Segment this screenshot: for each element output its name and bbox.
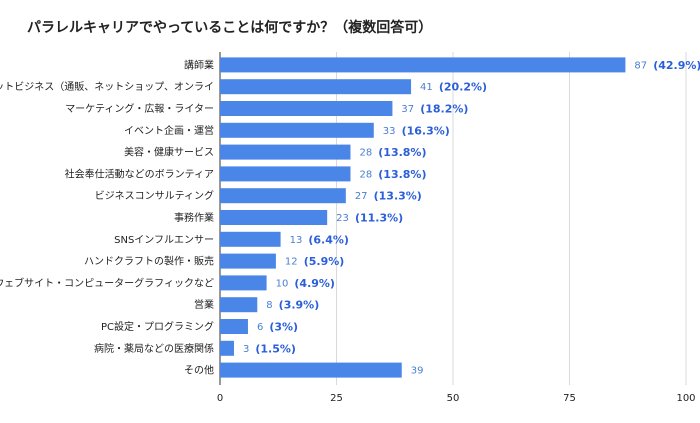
bar [220,101,393,116]
category-label: イベント企画・運営 [124,124,214,137]
percent-label: (13.3%) [374,190,422,203]
category-label: ウェブサイト・コンピューターグラフィックなど [0,276,214,289]
category-label: SNSインフルエンサー [114,234,214,246]
x-tick-label: 25 [330,393,343,404]
value-label: 37 [401,104,414,115]
value-labels: 87 (42.9%)41 (20.2%)37 (18.2%)33 (16.3%)28 (1… [243,59,700,377]
percent-label: (1.5%) [255,342,296,355]
value-label: 8 [266,300,272,311]
category-label: 美容・健康サービス [124,146,214,159]
value-label: 12 [285,257,298,268]
bar [220,188,346,204]
bar [220,362,402,378]
percent-label: (42.9%) [653,59,700,72]
bar [220,166,351,182]
x-tick-labels: 0 25 50 75 100 [217,393,696,404]
bar [220,231,281,247]
category-label: ネットビジネス（通販、ネットショップ、オンライ [0,81,214,93]
bar [220,297,258,313]
category-label: PC設定・プログラミング [101,320,214,333]
category-label: 営業 [194,298,214,311]
category-label: 病院・薬局などの医療関係 [94,342,214,355]
category-label: 社会奉仕活動などのボランティア [65,167,214,180]
value-label: 87 [634,60,647,71]
percent-label: (18.2%) [420,103,468,116]
chart-title: パラレルキャリアでやっていることは何ですか？（複数回答可） [27,20,433,36]
bar [220,57,626,73]
value-label: 6 [257,322,263,333]
value-label: 3 [243,344,249,355]
bar [220,275,267,291]
value-label: 39 [411,366,424,377]
percent-label: (20.2%) [439,81,487,94]
bar [220,144,351,160]
x-tick-label: 0 [217,393,223,404]
bar [220,253,276,269]
category-label: ビジネスコンサルティング [95,189,214,202]
percent-label: (6.4%) [308,233,349,246]
bar [220,122,374,138]
value-label: 23 [336,213,349,224]
value-label: 27 [355,191,368,202]
category-label: ハンドクラフトの製作・販売 [84,255,214,268]
value-label: 10 [276,278,289,289]
value-label: 33 [383,126,396,137]
value-label: 28 [359,169,372,180]
value-label: 41 [420,82,433,93]
category-labels: 講師業ネットビジネス（通販、ネットショップ、オンライマーケティング・広報・ライタ… [0,58,214,376]
percent-label: (4.9%) [294,277,335,290]
x-tick-label: 50 [447,393,460,404]
percent-label: (13.8%) [378,168,426,181]
percent-label: (13.8%) [378,146,426,159]
percent-label: (11.3%) [355,212,403,225]
percent-label: (3.9%) [279,299,320,312]
category-label: 事務作業 [174,211,214,224]
bar [220,210,328,225]
category-label: その他 [184,364,214,377]
value-label: 28 [359,148,372,159]
bars [220,57,626,378]
bar [220,340,234,356]
x-tick-label: 75 [563,393,576,404]
category-label: 講師業 [184,58,214,71]
category-label: マーケティング・広報・ライター [65,102,214,115]
x-tick-label: 100 [676,393,695,404]
percent-label: (5.9%) [304,255,345,268]
bar [220,319,248,334]
percent-label: (16.3%) [402,124,450,137]
percent-label: (3%) [269,321,298,334]
value-label: 13 [290,235,303,246]
bar [220,79,412,95]
